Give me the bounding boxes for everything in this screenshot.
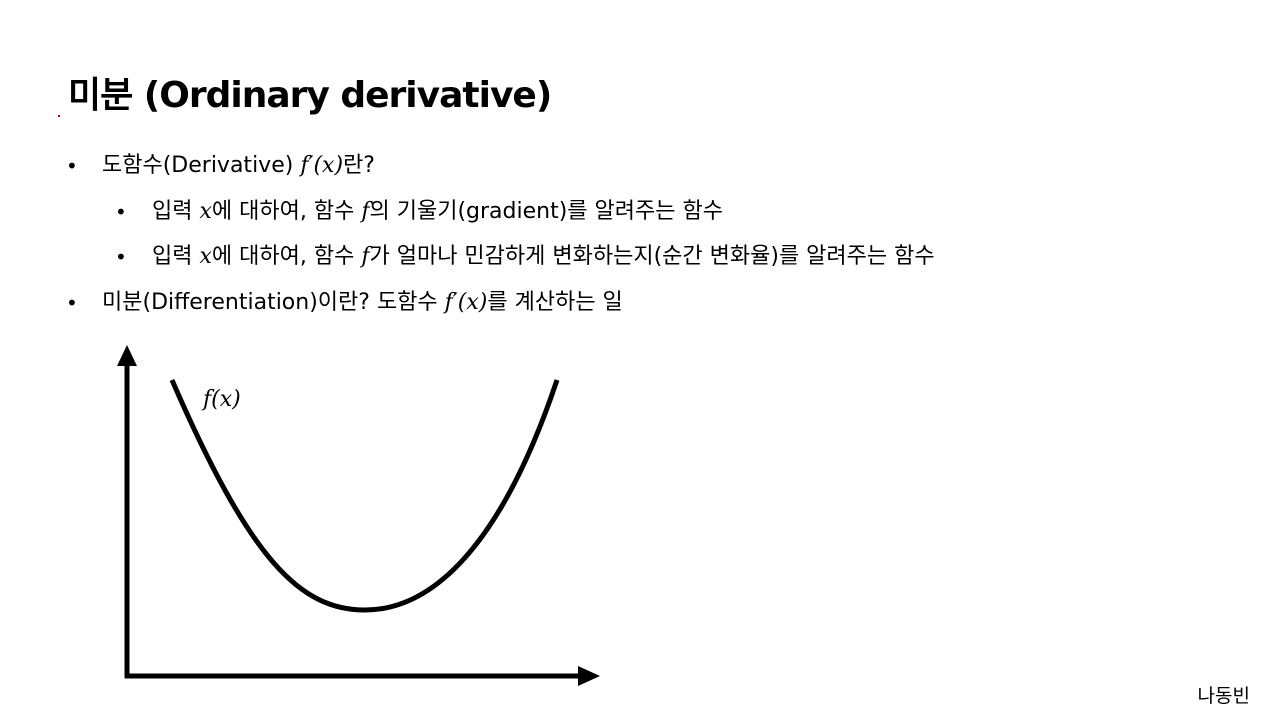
bullet-derivative-question: 도함수(Derivative) f′(x)란? [102, 151, 375, 181]
bullet-differentiation-question: 미분(Differentiation)이란? 도함수 f′(x)를 계산하는 일 [102, 288, 623, 318]
slide-title: 미분 (Ordinary derivative) [68, 75, 552, 116]
x-axis-arrowhead [578, 666, 600, 686]
bullet-text: 에 대하여, 함수 [211, 244, 362, 269]
sub-bullet-dot: • [115, 245, 127, 269]
bullet-text: 를 계산하는 일 [487, 290, 623, 315]
y-axis-arrowhead [117, 345, 137, 366]
math-function: f [361, 199, 370, 224]
bullet-text: 가 얼마나 민감하게 변화하는지(순간 변화율)를 알려주는 함수 [369, 244, 935, 269]
bullet-dot: • [66, 291, 78, 315]
bullet-dot: • [66, 154, 78, 178]
math-variable: x [199, 244, 212, 269]
math-expression: f′(x) [444, 290, 488, 315]
sub-bullet-dot: • [115, 200, 127, 224]
sub-bullet-rate-of-change: 입력 x에 대하여, 함수 f가 얼마나 민감하게 변화하는지(순간 변화율)를… [152, 242, 935, 272]
bullet-text: 의 기울기(gradient)를 알려주는 함수 [369, 199, 723, 224]
bullet-text: 도함수(Derivative) [102, 153, 301, 178]
math-expression: f′(x) [300, 153, 344, 178]
function-curve [169, 379, 560, 613]
math-variable: x [199, 199, 212, 224]
bullet-text: 에 대하여, 함수 [211, 199, 362, 224]
bullet-text: 입력 [152, 199, 200, 224]
bullet-text: 입력 [152, 244, 200, 269]
curve-label: f(x) [201, 387, 241, 412]
sub-bullet-gradient: 입력 x에 대하여, 함수 f의 기울기(gradient)를 알려주는 함수 [152, 197, 723, 227]
function-graph: f(x) [117, 345, 600, 686]
math-function: f [361, 244, 370, 269]
author-name: 나동빈 [1197, 685, 1250, 707]
bullet-text: 미분(Differentiation)이란? 도함수 [102, 290, 445, 315]
bullet-text: 란? [343, 153, 375, 178]
cursor-mark [58, 115, 60, 117]
